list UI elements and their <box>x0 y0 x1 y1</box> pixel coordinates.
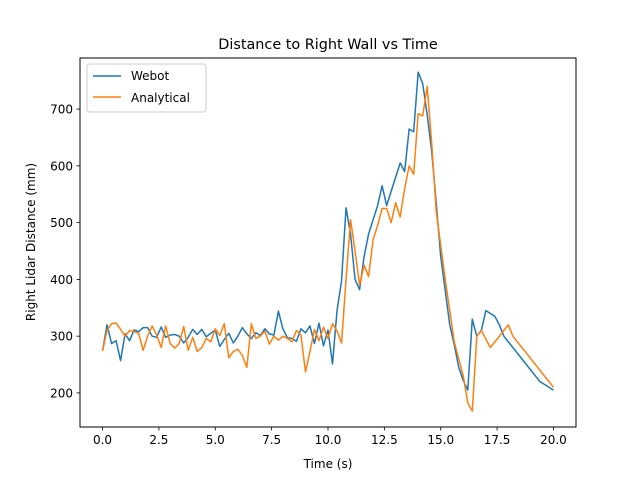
y-axis: 200 300 400 500 600 700 <box>50 103 80 400</box>
x-tick-label: 0.0 <box>93 433 112 447</box>
legend-label-webot: Webot <box>131 69 170 83</box>
y-tick-label: 200 <box>50 386 73 400</box>
x-tick-label: 2.5 <box>149 433 168 447</box>
chart-title: Distance to Right Wall vs Time <box>218 37 438 53</box>
y-tick-label: 400 <box>50 273 73 287</box>
y-tick-label: 500 <box>50 216 73 230</box>
y-tick-label: 600 <box>50 159 73 173</box>
x-tick-label: 12.5 <box>371 433 398 447</box>
x-tick-label: 17.5 <box>484 433 511 447</box>
x-tick-label: 5.0 <box>206 433 225 447</box>
y-axis-label: Right Lidar Distance (mm) <box>24 163 38 321</box>
y-tick-label: 300 <box>50 330 73 344</box>
x-tick-label: 10.0 <box>315 433 342 447</box>
x-tick-label: 20.0 <box>540 433 567 447</box>
series-layer <box>101 71 555 412</box>
legend: Webot Analytical <box>86 63 207 113</box>
legend-label-analytical: Analytical <box>131 91 190 105</box>
series-line-analytical <box>101 85 555 412</box>
x-tick-label: 15.0 <box>427 433 454 447</box>
x-axis-label: Time (s) <box>303 457 353 471</box>
y-tick-label: 700 <box>50 103 73 117</box>
x-axis: 0.0 2.5 5.0 7.5 10.0 12.5 15.0 17.5 20.0 <box>93 427 567 447</box>
x-tick-label: 7.5 <box>262 433 281 447</box>
